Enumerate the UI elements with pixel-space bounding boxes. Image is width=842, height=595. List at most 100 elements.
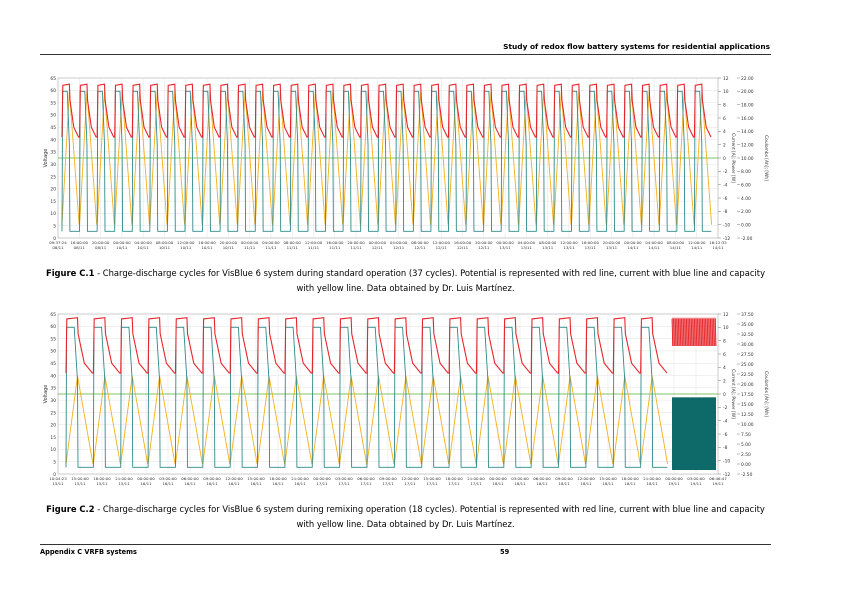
y-axis-label-coulombs: Coulombs [Ah]; [Wh] [763,371,769,417]
x-tick-time: 21:00:00 [643,476,661,481]
left-tick-label: 60 [50,324,56,330]
x-tick-date: 17/11 [404,481,416,486]
left-tick-label: 35 [50,386,56,392]
left-tick-label: 50 [50,113,56,119]
x-tick-time: 18:00:00 [445,476,463,481]
current-series [65,326,668,468]
left-tick-label: 45 [50,125,56,131]
x-tick-date: 13/11 [542,245,554,250]
x-tick-date: 16/11 [250,481,262,486]
right-tick-current: -10 [723,458,730,464]
right-tick-current: 0 [723,156,726,162]
right-tick-coulombs: 17.50 [741,392,754,398]
x-tick-date: 13/11 [521,245,533,250]
x-tick-date: 11/11 [308,245,320,250]
x-tick-date: 14/11 [691,245,703,250]
potential-series [61,83,712,138]
x-tick-time: 15:00:00 [71,476,89,481]
x-tick-date: 11/11 [265,245,277,250]
right-tick-coulombs: 7.50 [741,432,751,438]
x-tick-date: 10/11 [116,245,128,250]
x-tick-time: 00:00:00 [137,476,155,481]
y-axis-label-current: Current [A]; Power [W] [730,133,736,183]
x-tick-time: 06:00:00 [533,476,551,481]
y-axis-label-current: Current [A]; Power [W] [730,369,736,419]
right-tick-coulombs: 22.00 [741,76,754,82]
x-tick-date: 08/11 [74,245,86,250]
right-tick-current: 4 [723,365,726,371]
right-tick-current: -6 [723,432,728,438]
x-tick-date: 18/11 [514,481,526,486]
x-tick-time: 06:00:00 [357,476,375,481]
right-tick-coulombs: 22.50 [741,372,754,378]
x-tick-time: 21:00:00 [291,476,309,481]
left-tick-label: 50 [50,349,56,355]
x-tick-time: 03:00:00 [159,476,177,481]
x-tick-date: 15/11 [118,481,130,486]
x-tick-time: 00:00:00 [369,240,387,245]
potential-series [65,317,668,374]
x-tick-date: 10/11 [223,245,235,250]
x-tick-date: 16/11 [294,481,306,486]
x-tick-date: 18/11 [602,481,614,486]
x-tick-time: 06:00:00 [181,476,199,481]
x-tick-date: 14/11 [670,245,682,250]
x-tick-date: 16/11 [162,481,174,486]
x-tick-date: 17/11 [382,481,394,486]
x-tick-time: 12:00:00 [577,476,595,481]
x-tick-time: 20:00:00 [92,240,110,245]
right-tick-coulombs: 15.00 [741,402,754,408]
right-tick-current: 8 [723,102,726,108]
y-axis-label-voltage: Voltage [43,385,49,404]
x-tick-time: 04:00:00 [518,240,536,245]
right-tick-current: -10 [723,222,730,228]
x-tick-time: 10:04:23 [49,476,67,481]
right-tick-coulombs: 25.00 [741,362,754,368]
left-tick-label: 60 [50,88,56,94]
right-tick-coulombs: 2.50 [741,452,751,458]
burst-current-block [672,397,716,470]
left-tick-label: 30 [50,398,56,404]
right-tick-coulombs: 37.50 [741,312,754,318]
x-tick-date: 12/11 [372,245,384,250]
right-tick-coulombs: 2.00 [741,209,751,215]
x-tick-date: 08/11 [95,245,107,250]
right-tick-coulombs: 35.00 [741,322,754,328]
chart-c1-svg: 6560555045403530252015105009:37:2408/111… [43,76,769,250]
x-tick-date: 18/11 [646,481,658,486]
right-tick-current: 6 [723,352,726,358]
x-tick-time: 00:00:00 [241,240,259,245]
x-tick-date: 14/11 [627,245,639,250]
x-tick-date: 18/11 [558,481,570,486]
right-tick-current: -2 [723,405,728,411]
x-tick-time: 08:00:00 [283,240,301,245]
x-tick-time: 18:00:00 [269,476,287,481]
right-tick-current: 12 [723,312,729,318]
x-tick-time: 18:00:00 [93,476,111,481]
x-tick-date: 19/11 [690,481,702,486]
right-tick-current: -8 [723,209,728,215]
figure-c2-caption: Figure C.2 - Charge-discharge cycles for… [40,502,771,532]
x-tick-time: 08:00:00 [667,240,685,245]
right-tick-coulombs: 16.00 [741,116,754,122]
left-tick-label: 0 [53,472,56,478]
x-tick-time: 16:00:00 [198,240,216,245]
x-tick-time: 03:00:00 [335,476,353,481]
right-tick-coulombs: 0.00 [741,462,751,468]
x-tick-date: 18/11 [624,481,636,486]
x-tick-time: 16:00:00 [71,240,89,245]
figure-c2-caption-text: - Charge-discharge cycles for VisBlue 6 … [94,504,765,529]
right-tick-current: 0 [723,392,726,398]
figure-c2-chart: 65 60 55 50 45 40 35 30 25 20 15 10 5 0 10:04:23 15/11 1… [40,310,771,500]
x-tick-time: 00:00:00 [489,476,507,481]
right-tick-coulombs: 10.00 [741,422,754,428]
right-tick-current: -6 [723,196,728,202]
right-tick-coulombs: 12.00 [741,142,754,148]
x-tick-date: 10/11 [138,245,150,250]
right-tick-current: -12 [723,236,730,242]
burst-potential-fill [672,317,716,346]
right-tick-coulombs: 5.00 [741,442,751,448]
x-tick-date: 12/11 [478,245,490,250]
running-header: Study of redox flow battery systems for … [503,42,770,51]
right-tick-current: 8 [723,338,726,344]
